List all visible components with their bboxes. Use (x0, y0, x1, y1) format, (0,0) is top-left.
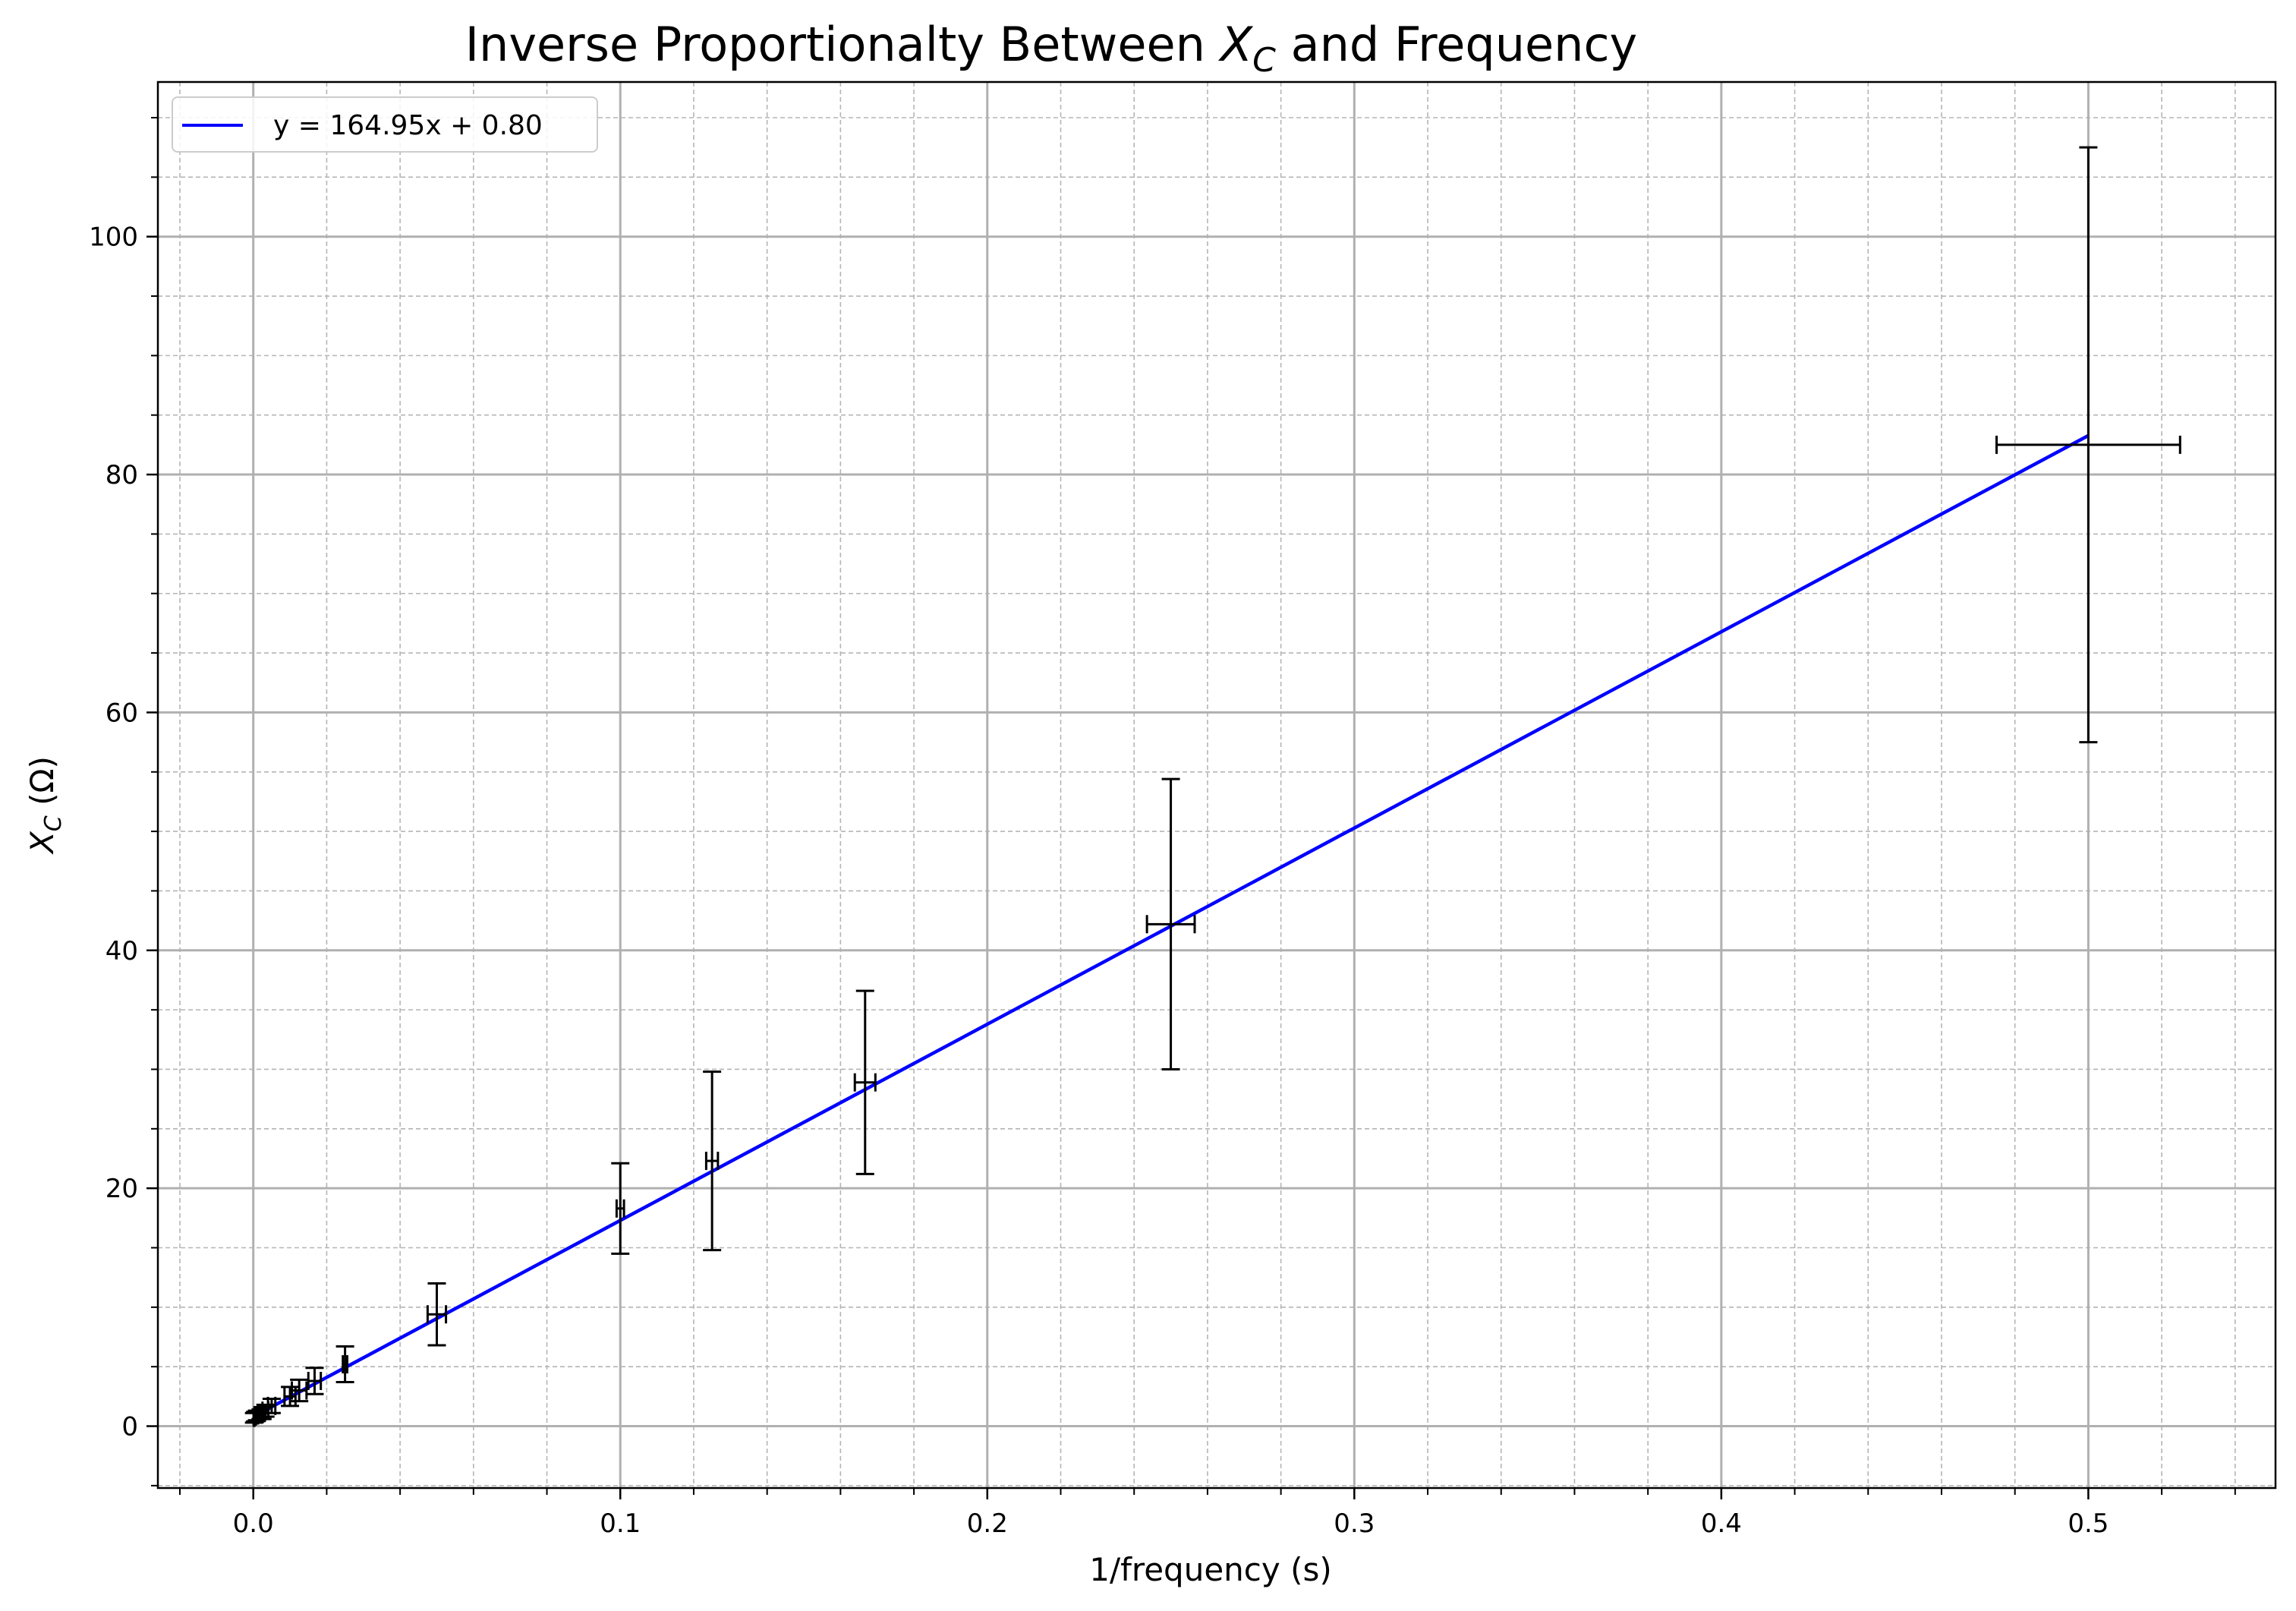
y-tick-label: 20 (106, 1174, 138, 1204)
x-tick-label: 0.2 (967, 1509, 1008, 1539)
legend-box (172, 96, 598, 153)
y-tick-label: 80 (106, 460, 138, 490)
x-tick-labels: 0.0 0.1 0.2 0.3 0.4 0.5 (233, 1509, 2109, 1539)
y-tick-label: 60 (106, 698, 138, 728)
plot-frame (156, 80, 2277, 1490)
y-tick-label: 0 (121, 1412, 138, 1442)
errorbar (290, 1378, 309, 1403)
major-grid (158, 82, 2276, 1488)
errorbars (244, 146, 2181, 1427)
errorbar (853, 989, 877, 1175)
errorbar (281, 1386, 300, 1408)
errorbar (1995, 146, 2181, 744)
x-axis-label: 1/frequency (s) (1089, 1551, 1332, 1588)
x-tick-label: 0.1 (600, 1509, 641, 1539)
legend-label: y = 164.95x + 0.80 (273, 110, 543, 141)
y-tick-label: 40 (106, 936, 138, 966)
legend: y = 164.95x + 0.80 (172, 96, 598, 153)
errorbar (335, 1345, 354, 1384)
y-tick-label: 100 (89, 222, 138, 253)
y-tick-labels: 0 20 40 60 80 100 (89, 222, 138, 1442)
errorbar (1145, 777, 1196, 1070)
errorbar (244, 1408, 263, 1427)
plot-area (146, 80, 2277, 1499)
chart-title: Inverse Proportionalty Between XC and Fr… (465, 17, 1637, 80)
x-tick-label: 0.4 (1701, 1509, 1742, 1539)
errorbar (426, 1282, 448, 1347)
x-tick-label: 0.3 (1334, 1509, 1375, 1539)
errorbar (611, 1162, 630, 1255)
errorbar (305, 1367, 324, 1395)
errorbar (703, 1070, 722, 1252)
y-axis-label: XC (Ω) (24, 756, 67, 855)
x-tick-label: 0.0 (233, 1509, 274, 1539)
axis-ticks (146, 117, 2236, 1499)
x-tick-label: 0.5 (2068, 1509, 2109, 1539)
